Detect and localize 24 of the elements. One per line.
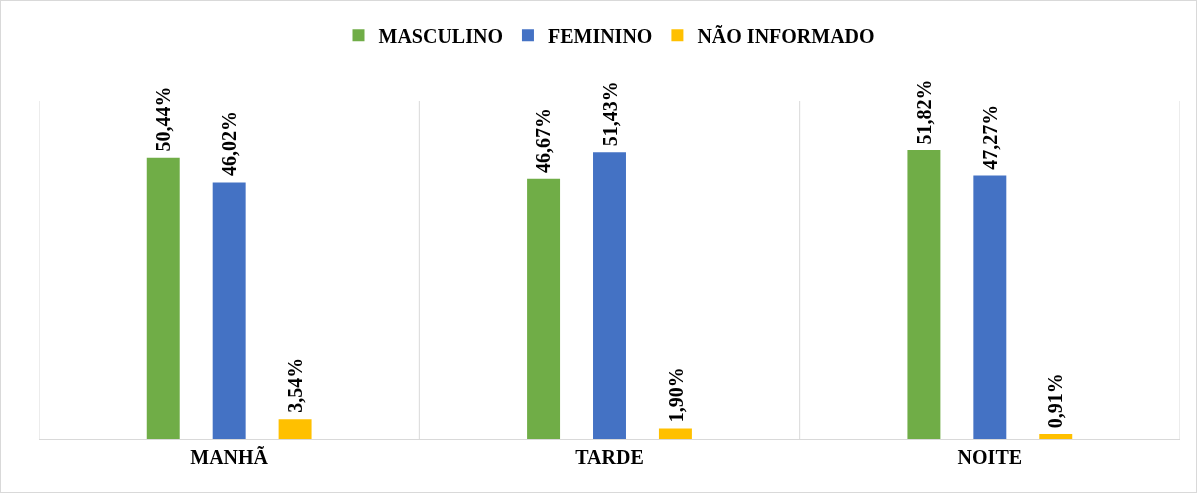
bar <box>1039 433 1073 439</box>
data-label: 51,82% <box>913 79 936 145</box>
bar <box>973 175 1007 439</box>
bar <box>146 157 180 439</box>
data-label: 50,44% <box>151 86 174 152</box>
bar <box>658 428 692 439</box>
legend-label: MASCULINO <box>378 25 503 48</box>
data-label: 0,91% <box>1044 373 1067 429</box>
legend-label: NÃO INFORMADO <box>697 25 875 48</box>
x-tick-label: NOITE <box>957 446 1023 468</box>
bar <box>527 178 561 439</box>
x-tick-label: TARDE <box>575 446 644 468</box>
data-label: 46,02% <box>218 111 241 177</box>
data-label: 51,43% <box>598 81 621 147</box>
legend-label: FEMININO <box>547 25 653 48</box>
bar <box>907 150 941 439</box>
data-label: 1,90% <box>664 367 687 423</box>
bar <box>278 419 312 439</box>
bar <box>212 182 246 439</box>
x-tick-label: MANHÃ <box>190 446 269 468</box>
bar <box>593 152 626 439</box>
data-label: 3,54% <box>284 357 307 413</box>
data-label: 46,67% <box>532 107 555 173</box>
data-label: 47,27% <box>978 104 1001 170</box>
